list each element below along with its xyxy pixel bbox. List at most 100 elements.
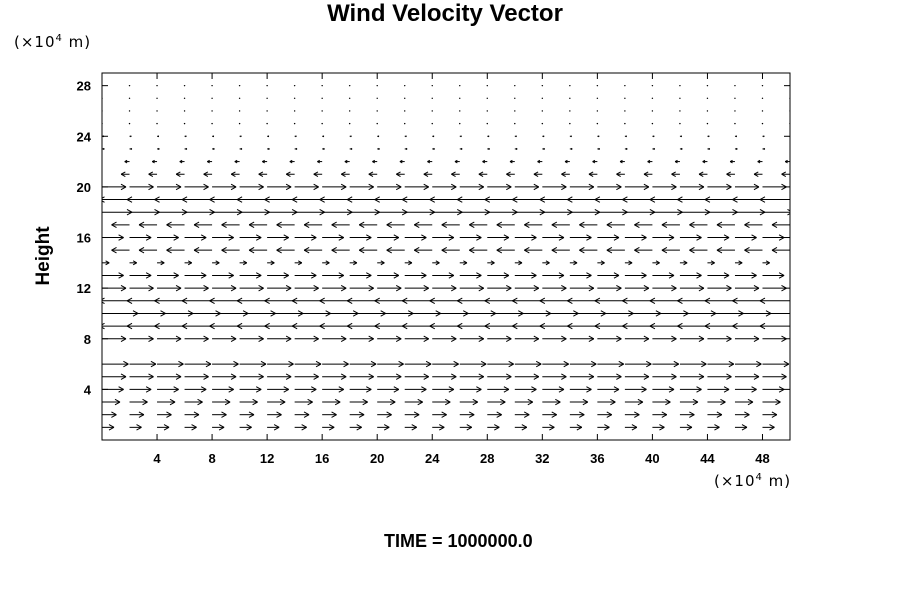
wind-arrow (322, 411, 337, 418)
wind-arrow (129, 373, 154, 380)
wind-arrow (541, 84, 544, 87)
wind-arrow (496, 246, 515, 254)
wind-arrow (597, 183, 622, 191)
wind-arrow (487, 284, 512, 292)
wind-arrow (322, 360, 349, 368)
wind-arrow (377, 335, 402, 342)
wind-arrow (294, 234, 317, 241)
wind-arrow (652, 386, 675, 393)
wind-arrow (236, 322, 268, 330)
wind-arrow (606, 246, 625, 254)
wind-arrow (404, 234, 427, 241)
wind-arrow (762, 183, 787, 191)
wind-arrow (129, 147, 133, 151)
wind-arrow (157, 272, 179, 279)
wind-arrow (487, 386, 510, 393)
wind-arrow (679, 234, 702, 241)
wind-arrow (634, 221, 653, 229)
wind-arrow (459, 335, 485, 342)
wind-arrow (319, 196, 350, 203)
wind-arrow (689, 246, 708, 254)
wind-arrow (706, 97, 709, 100)
wind-arrow (413, 221, 433, 229)
wind-arrow (486, 84, 488, 87)
wind-arrow (734, 386, 757, 393)
wind-arrow (322, 135, 325, 138)
wind-arrow (126, 322, 158, 330)
wind-arrow (264, 322, 295, 330)
wind-arrow (542, 234, 565, 241)
wind-arrow (264, 196, 295, 203)
wind-arrow (184, 260, 193, 266)
wind-arrow (322, 260, 330, 266)
wind-arrow (790, 235, 812, 241)
wind-arrow (597, 284, 622, 292)
time-readout: TIME = 1000000.0 (384, 531, 533, 552)
wind-arrow (404, 424, 417, 431)
wind-arrow (597, 260, 605, 266)
wind-arrow (376, 97, 378, 100)
wind-arrow (597, 386, 620, 393)
wind-arrow (321, 122, 323, 125)
wind-arrow (624, 110, 626, 112)
wind-arrow (431, 84, 433, 87)
wind-arrow (175, 171, 185, 177)
wind-arrow (404, 398, 423, 406)
wind-arrow (707, 234, 730, 241)
wind-arrow (451, 171, 460, 177)
wind-arrow (624, 373, 650, 380)
wind-arrow (679, 373, 705, 380)
wind-arrow (294, 360, 322, 368)
wind-arrow (514, 411, 530, 418)
wind-arrow (211, 84, 213, 87)
wind-arrow (487, 411, 502, 418)
wind-arrow (487, 424, 500, 431)
wind-arrow (622, 196, 653, 203)
wind-arrow (569, 260, 578, 266)
wind-arrow (267, 183, 292, 191)
wind-arrow (102, 322, 130, 330)
wind-arrow (239, 147, 243, 151)
wind-arrow (514, 386, 537, 393)
wind-arrow (267, 147, 270, 151)
wind-arrow (790, 361, 816, 367)
wind-arrow (459, 122, 461, 125)
wind-arrow (184, 284, 209, 292)
wind-arrow (624, 360, 652, 368)
wind-arrow (679, 147, 683, 151)
wind-arrow (652, 284, 677, 292)
wind-arrow (569, 284, 595, 292)
wind-arrow (784, 159, 790, 164)
wind-arrow (651, 97, 654, 100)
wind-arrow (294, 386, 317, 393)
wind-arrow (542, 183, 567, 191)
wind-arrow (294, 209, 325, 216)
y-unit-exponent: 4 (55, 33, 63, 44)
wind-arrow (652, 209, 683, 216)
wind-arrow (624, 209, 656, 216)
wind-arrow (634, 246, 653, 254)
wind-arrow (606, 221, 625, 229)
y-axis-unit: (×104 m) (14, 33, 91, 51)
wind-arrow (597, 234, 620, 241)
wind-arrow (212, 398, 231, 406)
wind-arrow (487, 360, 514, 368)
x-unit-prefix: (×10 (714, 472, 756, 490)
wind-arrow (386, 246, 405, 254)
wind-arrow (322, 183, 347, 191)
wind-arrow (484, 297, 515, 304)
wind-arrow (459, 272, 482, 279)
wind-arrow (126, 196, 158, 203)
wind-arrow (404, 209, 435, 216)
wind-arrow (734, 272, 757, 279)
wind-arrow (102, 373, 127, 380)
wind-arrow (377, 183, 402, 191)
wind-arrow (239, 284, 264, 292)
wind-arrow (267, 209, 298, 216)
wind-arrow (542, 284, 567, 292)
wind-arrow (212, 272, 234, 279)
wind-arrow (624, 335, 650, 342)
wind-arrow (539, 297, 570, 304)
wind-arrow (209, 297, 240, 304)
wind-arrow (404, 260, 413, 266)
